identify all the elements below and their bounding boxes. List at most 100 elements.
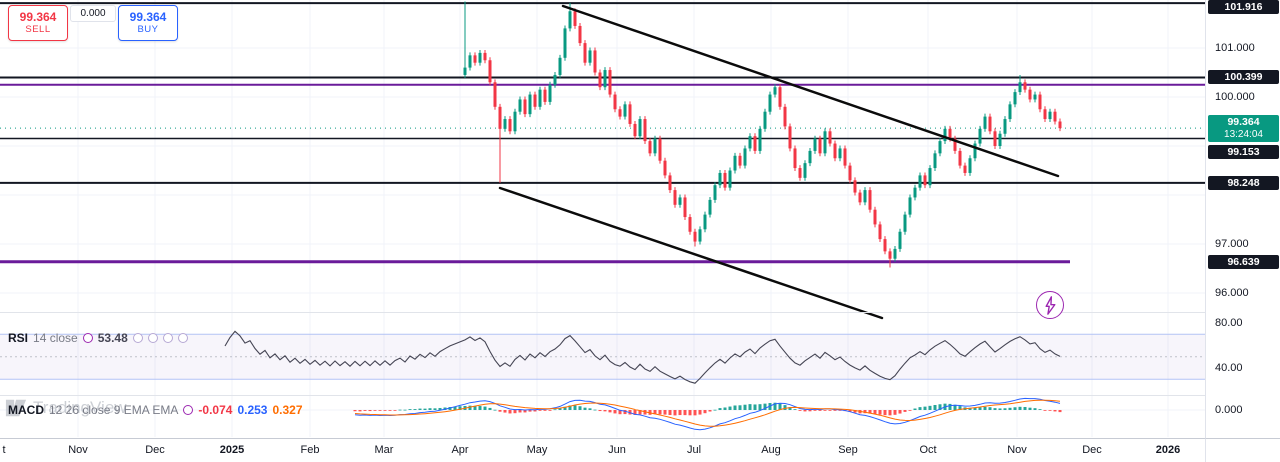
- rsi-plot-line: [224, 330, 1061, 384]
- price-tick: 96.000: [1215, 287, 1249, 299]
- macd-hist-bar: [563, 406, 567, 410]
- rsi-legend: RSI 14 close 53.48: [8, 331, 188, 345]
- macd-hist-bar: [718, 408, 722, 410]
- macd-hist-bar: [688, 410, 692, 416]
- time-axis[interactable]: t Nov Dec 2025 Feb Mar Apr May Jun Jul Aug Sep Oct No…: [0, 438, 1205, 462]
- rsi-settings-icon[interactable]: [147, 333, 158, 343]
- candle: [968, 155, 972, 176]
- macd-hist-bar: [453, 406, 457, 410]
- macd-source-icon[interactable]: [183, 405, 194, 415]
- rsi-more-icon[interactable]: [177, 333, 188, 343]
- macd-hist-bar: [928, 405, 932, 410]
- macd-hist-bar: [948, 403, 952, 410]
- candle-body: [1033, 94, 1037, 100]
- macd-hist-bar: [798, 410, 802, 411]
- macd-line-value: 0.253: [237, 403, 268, 417]
- macd-hist-bar: [973, 407, 977, 410]
- macd-hist-bar: [808, 410, 812, 412]
- macd-hist-bar: [423, 408, 427, 410]
- candle-body: [1008, 104, 1012, 120]
- rsi-source-icon[interactable]: [82, 333, 93, 343]
- candle: [578, 23, 582, 47]
- time-label: Jun: [608, 444, 626, 456]
- price-tick: 0.000: [1215, 404, 1243, 416]
- candle: [983, 113, 987, 132]
- price-chip-value: 101.916: [1224, 0, 1263, 13]
- macd-hist-bar: [558, 408, 562, 410]
- macd-hist-bar: [483, 406, 487, 410]
- candle-body: [618, 109, 622, 117]
- candle-body: [923, 175, 927, 186]
- candle-body: [813, 138, 817, 151]
- candle-body: [968, 158, 972, 173]
- macd-hist-bar: [708, 410, 712, 412]
- macd-hist-bar: [1008, 407, 1012, 410]
- macd-hist-bar: [788, 407, 792, 410]
- candle-body: [713, 185, 717, 200]
- price-tick: 97.000: [1215, 238, 1249, 250]
- macd-hist-bar: [608, 410, 612, 413]
- macd-title: MACD: [8, 403, 44, 417]
- candle: [483, 49, 487, 64]
- macd-hist-bar: [868, 410, 872, 414]
- tradingview-logo-icon: [5, 399, 27, 417]
- macd-hist-bar: [748, 404, 752, 410]
- candle: [1013, 89, 1017, 108]
- time-label: Mar: [374, 444, 394, 456]
- macd-hist-bar: [753, 404, 757, 410]
- pane-separator-rsi[interactable]: [0, 312, 1280, 313]
- candle: [613, 91, 617, 113]
- candle-body: [773, 87, 777, 95]
- rsi-params: 14 close: [33, 331, 78, 345]
- candle: [833, 140, 837, 162]
- candle: [478, 49, 482, 66]
- macd-legend: MACD 12 26 close 9 EMA EMA -0.074 0.253 …: [8, 403, 303, 417]
- candle-body: [743, 148, 747, 166]
- candle-body: [723, 172, 727, 188]
- rsi-delete-icon[interactable]: [162, 333, 173, 343]
- buy-button[interactable]: 99.364 BUY: [118, 5, 178, 41]
- pane-separator-macd[interactable]: [0, 395, 1280, 396]
- candle-body: [563, 28, 567, 58]
- price-axis[interactable]: 101.000 100.000 97.000 96.000 80.00 40.00 0.00…: [1205, 0, 1280, 438]
- macd-hist-bar: [598, 410, 602, 412]
- candle: [583, 40, 587, 66]
- candle: [508, 116, 512, 135]
- candle: [878, 221, 882, 243]
- macd-hist-bar: [478, 406, 482, 410]
- candle-body: [868, 190, 872, 210]
- candle-body: [993, 131, 997, 146]
- candle-body: [893, 248, 897, 259]
- price-tick: 80.00: [1215, 317, 1243, 329]
- candle-body: [863, 190, 867, 203]
- macd-hist-bar: [548, 410, 552, 411]
- macd-hist-bar: [893, 410, 897, 415]
- trendline[interactable]: [498, 186, 884, 320]
- macd-hist-bar: [733, 405, 737, 410]
- macd-hist-bar: [813, 410, 817, 411]
- chart-grid: [0, 0, 1205, 437]
- instant-trade-button[interactable]: [1036, 291, 1064, 319]
- candle: [468, 52, 472, 71]
- candle-body: [928, 168, 932, 186]
- candle-body: [1048, 111, 1052, 120]
- sell-button[interactable]: 99.364 SELL: [8, 5, 68, 41]
- macd-hist-bar: [638, 410, 642, 415]
- candle-body: [528, 94, 532, 115]
- macd-hist-bar: [553, 409, 557, 411]
- macd-hist-bar: [578, 406, 582, 410]
- macd-hist-bar: [383, 410, 387, 411]
- macd-hist-bar: [713, 409, 717, 411]
- trendline[interactable]: [561, 4, 1060, 178]
- candle-body: [608, 70, 612, 95]
- candle-body: [603, 70, 607, 88]
- candle: [618, 106, 622, 120]
- macd-hist-bar: [988, 407, 992, 410]
- chart-canvas[interactable]: [0, 0, 1205, 438]
- macd-hist-bar: [783, 405, 787, 410]
- candle: [733, 152, 737, 174]
- rsi-eye-icon[interactable]: [132, 333, 143, 343]
- macd-hist-bar: [1028, 407, 1032, 410]
- candle-body: [733, 155, 737, 171]
- macd-hist-bar: [413, 409, 417, 410]
